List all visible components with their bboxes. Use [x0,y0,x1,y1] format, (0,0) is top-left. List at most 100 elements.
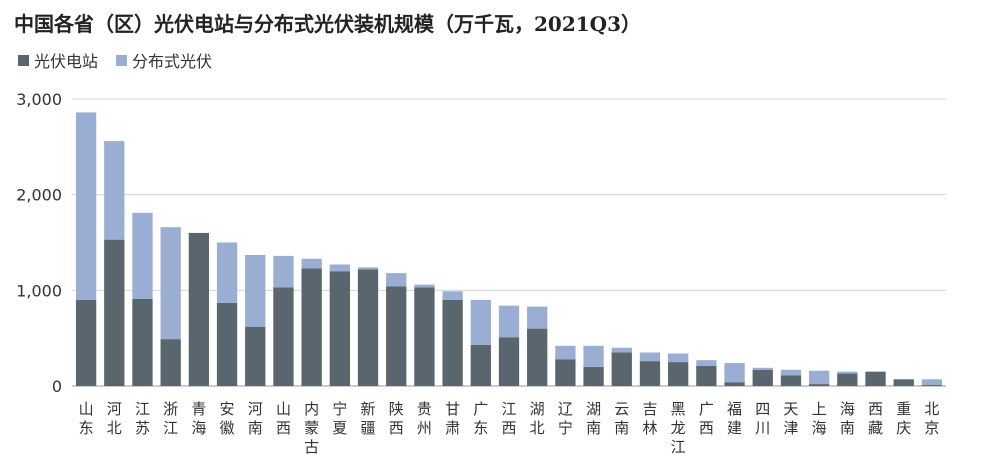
bar-station [273,287,294,386]
x-tick-label: 浙江 [163,400,178,437]
x-tick-label: 吉林 [642,400,657,437]
bar-station [696,365,717,386]
bar-distributed [527,306,548,329]
x-tick-label: 甘肃 [445,400,460,437]
x-tick-label: 云南 [614,400,629,437]
bar-distributed [75,112,97,300]
x-tick-label: 新疆 [361,400,376,437]
x-tick-label: 福建 [727,400,742,437]
bar-distributed [216,242,238,303]
x-tick-label: 陕西 [389,400,404,437]
x-tick-label: 湖北 [530,400,545,437]
x-tick-label: 山西 [276,400,291,437]
bar-distributed [245,254,266,327]
legend-label-distributed: 分布式光伏 [132,52,213,71]
y-tick-label: 0 [52,377,62,396]
bar-station [611,352,632,386]
x-tick-label: 辽宁 [558,400,573,437]
bar-distributed [273,255,294,288]
x-tick-label: 黑龙江 [671,400,686,456]
bar-distributed [329,264,350,272]
bar-distributed [555,345,576,360]
legend-item-distributed: 分布式光伏 [116,48,212,72]
bar-distributed [104,141,125,240]
x-tick-label: 江苏 [135,400,150,437]
legend-swatch-station [18,54,29,66]
bar-station [160,339,181,386]
legend: 光伏电站 分布式光伏 [18,48,230,72]
bar-distributed [583,345,604,367]
bar-station [188,232,210,386]
bar-station [527,328,548,386]
x-tick-label: 天津 [783,400,798,437]
bar-station [470,344,491,386]
bar-station [442,299,463,386]
bar-station [555,359,576,386]
bar-station [132,298,153,386]
bar-station [837,373,858,386]
bar-station [865,371,886,386]
bar-distributed [160,227,181,340]
y-tick-label: 3,000 [16,90,62,109]
bar-distributed [470,299,491,345]
chart-title: 中国各省（区）光伏电站与分布式光伏装机规模（万千瓦，2021Q3） [14,12,642,36]
y-tick-label: 1,000 [16,281,62,300]
x-tick-label: 安徽 [220,400,235,437]
bar-distributed [498,305,520,338]
bar-distributed [611,347,632,353]
x-tick-label: 河南 [248,400,263,437]
bar-distributed [808,370,830,385]
x-tick-label: 内蒙古 [304,400,319,456]
bar-station [245,326,266,386]
bar-station [301,268,322,386]
bar-distributed [696,360,717,366]
bar-distributed [301,258,322,269]
legend-label-station: 光伏电站 [34,52,99,71]
bar-distributed [386,273,407,287]
bar-distributed [668,353,689,363]
x-tick-label: 山东 [79,400,94,437]
y-tick-label: 2,000 [16,186,62,205]
bar-station [724,382,745,386]
legend-swatch-distributed [116,54,128,66]
bar-distributed [724,363,745,383]
x-tick-label: 河北 [107,400,122,437]
bar-station [386,286,407,386]
bar-distributed [837,371,858,374]
bar-distributed [639,352,661,362]
bar-distributed [414,284,435,288]
bar-station [639,361,661,386]
x-tick-label: 西藏 [868,400,883,437]
bar-distributed [132,212,153,299]
bar-distributed [780,369,802,376]
x-tick-label: 上海 [812,400,827,437]
x-tick-label: 北京 [924,400,939,437]
legend-item-station: 光伏电站 [18,48,98,72]
x-tick-label: 广西 [699,400,714,437]
bar-station [780,375,802,386]
x-tick-label: 广东 [473,400,488,437]
x-tick-label: 重庆 [896,400,911,437]
x-tick-label: 海南 [840,400,855,437]
bar-station [583,366,604,386]
bar-station [752,369,773,386]
bar-station [104,239,125,386]
bar-station [216,302,238,386]
x-tick-label: 宁夏 [332,400,347,437]
bar-station [893,379,914,386]
bar-distributed [357,267,379,270]
bar-station [329,271,350,386]
x-tick-label: 青海 [191,400,206,437]
bar-distributed [442,291,463,300]
bar-station [75,299,97,386]
bar-distributed [921,379,943,386]
bar-station [921,385,943,386]
x-tick-label: 江西 [501,400,516,437]
x-tick-label: 四川 [755,400,770,437]
bar-station [498,337,520,386]
bar-station [808,384,830,386]
bar-station [668,362,689,386]
x-tick-label: 湖南 [586,400,601,437]
